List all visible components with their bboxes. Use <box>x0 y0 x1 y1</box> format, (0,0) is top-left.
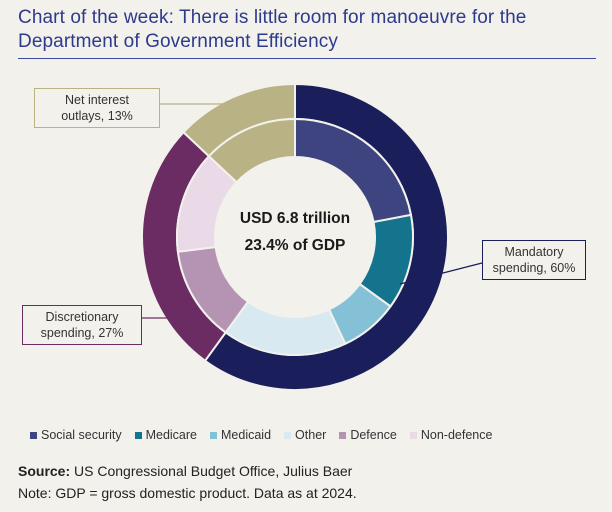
legend-label: Non-defence <box>420 428 493 442</box>
legend-item-other: Other <box>284 428 326 442</box>
legend-swatch <box>30 431 37 439</box>
legend-swatch <box>409 431 417 439</box>
legend-label: Medicare <box>145 428 198 442</box>
legend-swatch <box>339 431 347 439</box>
source-label: Source: <box>18 463 71 479</box>
center-gdp-share: 23.4% of GDP <box>244 237 346 254</box>
discretionary-spending-label: Discretionary spending, 27% <box>22 305 142 345</box>
legend-label: Defence <box>350 428 397 442</box>
legend: Social security Medicare Medicaid Other Defe… <box>30 428 605 442</box>
legend-label: Other <box>295 428 327 442</box>
legend-label: Medicaid <box>221 428 272 442</box>
legend-item-social-security: Social security <box>30 428 122 442</box>
mandatory-spending-label: Mandatory spending, 60% <box>482 240 586 280</box>
source-text: US Congressional Budget Office, Julius B… <box>74 463 353 479</box>
center-label: USD 6.8 trillion 23.4% of GDP <box>200 205 390 259</box>
center-total: USD 6.8 trillion <box>239 210 351 227</box>
inner-ring <box>176 117 414 356</box>
source-note: Source: US Congressional Budget Office, … <box>18 460 357 504</box>
legend-item-defence: Defence <box>339 428 397 442</box>
leader-mandatory <box>399 262 483 285</box>
chart-title: Chart of the week: There is little room … <box>18 7 527 52</box>
legend-label: Social security <box>41 428 122 442</box>
legend-item-medicare: Medicare <box>134 428 198 442</box>
legend-swatch <box>134 431 142 439</box>
inner-slice-net-interest <box>207 117 296 184</box>
title-divider <box>18 58 596 59</box>
legend-swatch <box>210 431 218 439</box>
legend-item-medicaid: Medicaid <box>210 428 271 442</box>
legend-swatch <box>284 431 292 439</box>
note-text: Note: GDP = gross domestic product. Data… <box>18 485 357 501</box>
legend-item-non-defence: Non-defence <box>409 428 493 442</box>
leader-lines <box>142 103 483 319</box>
net-interest-label: Net interest outlays, 13% <box>34 88 160 128</box>
